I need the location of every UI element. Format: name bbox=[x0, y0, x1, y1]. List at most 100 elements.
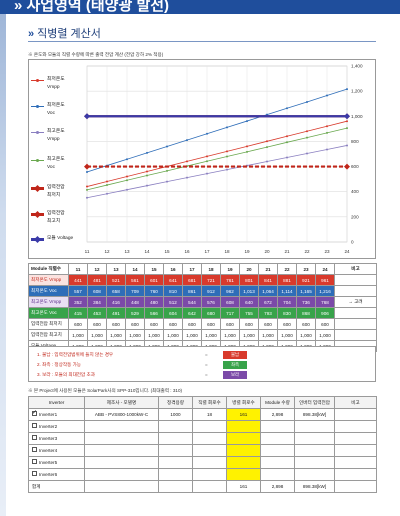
series-point bbox=[326, 94, 328, 97]
voltage-table: Module 직렬수 11 12 13 14 15 16 17 18 19 20 21 22 23 24 비고… bbox=[28, 263, 377, 352]
inverter-total-label: 합계 bbox=[28, 480, 85, 493]
table-cell: 600 bbox=[277, 318, 297, 330]
inverter-checkbox[interactable] bbox=[32, 435, 37, 441]
series-point bbox=[326, 125, 328, 128]
inverter-row: Inverter5 bbox=[28, 456, 377, 469]
inverter-checkbox[interactable] bbox=[32, 447, 37, 453]
series-point bbox=[206, 172, 208, 175]
table-cell: 658 bbox=[106, 285, 126, 297]
inverter-checkbox[interactable] bbox=[32, 423, 37, 429]
table-cell: 1,000 bbox=[296, 329, 316, 341]
table-header-cell: 20 bbox=[239, 263, 259, 275]
legend-item: 최고온도 Vmpp bbox=[31, 128, 65, 143]
inverter-series bbox=[192, 468, 227, 481]
inverter-row: Inverter3 bbox=[28, 432, 377, 445]
table-cell: 481 bbox=[87, 274, 107, 286]
inverter-total-modules: 2,898 bbox=[260, 480, 295, 493]
inverter-input bbox=[294, 420, 335, 433]
legend-swatch bbox=[31, 131, 44, 135]
series-point bbox=[106, 184, 108, 187]
table-cell: 760 bbox=[144, 285, 164, 297]
table-cell: 709 bbox=[125, 285, 145, 297]
inverter-total-empty bbox=[158, 480, 193, 493]
legend-swatch bbox=[31, 159, 44, 163]
inverter-capacity bbox=[158, 468, 193, 481]
table-cell: 1,216 bbox=[315, 285, 335, 297]
series-point bbox=[206, 160, 208, 163]
inverter-header-cell: Module 수량 bbox=[260, 396, 295, 409]
table-note-cell bbox=[334, 318, 377, 330]
inverter-parallel bbox=[226, 456, 261, 469]
table-cell: 416 bbox=[106, 296, 126, 308]
inverter-checkbox[interactable] bbox=[32, 459, 37, 465]
inverter-name: Inverter1 bbox=[39, 411, 58, 417]
table-cell: 600 bbox=[125, 318, 145, 330]
legend-label-line: 모듈 Voltage bbox=[47, 236, 74, 241]
series-point bbox=[86, 188, 88, 191]
table-row-label: 최저온도 Voc bbox=[28, 285, 69, 297]
series-point bbox=[306, 130, 308, 133]
inverter-capacity bbox=[158, 432, 193, 445]
condition-row: 2. 좌측 : 정상작동 가능 = 좌측 bbox=[37, 361, 377, 370]
inverter-row: Inverter4 bbox=[28, 444, 377, 457]
x-tick-label: 17 bbox=[204, 249, 210, 254]
condition-equals: = bbox=[205, 372, 208, 377]
table-cell: 600 bbox=[68, 318, 88, 330]
table-cell: 453 bbox=[87, 307, 107, 319]
series-point bbox=[286, 156, 288, 159]
chart-plot: 0 200 400 600 800 1,000 1,200 1,400 11 12 13 14 15 16… bbox=[84, 64, 363, 254]
table-cell: 1,114 bbox=[277, 285, 297, 297]
series-point bbox=[86, 170, 88, 173]
chart-legend: 최저온도 Vmpp 최저온도 Voc 최고온도 Vmpp 최고온도 Voc 입력전압 최저치 입력전… bbox=[29, 60, 79, 260]
series-point bbox=[344, 163, 350, 170]
table-cell: 480 bbox=[144, 296, 164, 308]
left-decorative-stripe bbox=[0, 14, 6, 516]
table-header-cell: 19 bbox=[220, 263, 240, 275]
legend-swatch bbox=[31, 105, 44, 109]
series-point bbox=[306, 100, 308, 103]
legend-label-line: 최고온도 bbox=[47, 157, 65, 162]
condition-text: 2. 좌측 : 정상작동 가능 bbox=[37, 362, 82, 367]
table-header-cell: 12 bbox=[87, 263, 107, 275]
table-row-label: 입력전압 최저치 bbox=[28, 318, 69, 330]
legend-item: 최저온도 Vmpp bbox=[31, 76, 65, 91]
table-cell: 868 bbox=[296, 307, 316, 319]
table-cell: 810 bbox=[163, 285, 183, 297]
chevron-icon: » bbox=[28, 28, 35, 40]
table-cell: 1,000 bbox=[125, 329, 145, 341]
inverter-checkbox[interactable] bbox=[32, 471, 37, 477]
inverter-name: Inverter2 bbox=[39, 423, 58, 429]
table-header-cell: 13 bbox=[106, 263, 126, 275]
series-point bbox=[266, 140, 268, 143]
legend-label-line: 최고치 bbox=[47, 218, 61, 224]
table-cell: 1,000 bbox=[201, 329, 221, 341]
table-header-cell: 24 bbox=[315, 263, 335, 275]
table-row: 입력전압 최저치 600 600 600 600 600 600 600 600 600 600 60… bbox=[28, 318, 377, 330]
series-point bbox=[84, 163, 90, 170]
legend-swatch bbox=[31, 79, 44, 83]
inverter-series: 18 bbox=[192, 408, 227, 421]
table-cell: 680 bbox=[201, 307, 221, 319]
inverter-note bbox=[334, 408, 377, 421]
series-point bbox=[246, 145, 248, 148]
y-tick-label: 1,200 bbox=[351, 89, 363, 94]
inverter-name-cell: Inverter1 bbox=[28, 408, 85, 421]
inverter-header-cell: 직렬 회로수 bbox=[192, 396, 227, 409]
table-cell: 768 bbox=[315, 296, 335, 308]
table-cell: 704 bbox=[277, 296, 297, 308]
inverter-name: Inverter3 bbox=[39, 435, 58, 441]
table-cell: 576 bbox=[201, 296, 221, 308]
series-point bbox=[346, 127, 348, 130]
inverter-checkbox[interactable] bbox=[32, 410, 37, 417]
inverter-name-cell: Inverter6 bbox=[28, 468, 85, 481]
inverter-total-empty bbox=[192, 480, 227, 493]
series-point bbox=[186, 160, 188, 163]
inverter-note bbox=[334, 456, 377, 469]
table-cell: 600 bbox=[106, 318, 126, 330]
series-point bbox=[346, 120, 348, 123]
inverter-note bbox=[334, 420, 377, 433]
section-divider bbox=[28, 41, 376, 42]
inverter-total-parallel: 161 bbox=[226, 480, 261, 493]
inverter-modules: 2,898 bbox=[260, 408, 295, 421]
table-cell: 912 bbox=[201, 285, 221, 297]
